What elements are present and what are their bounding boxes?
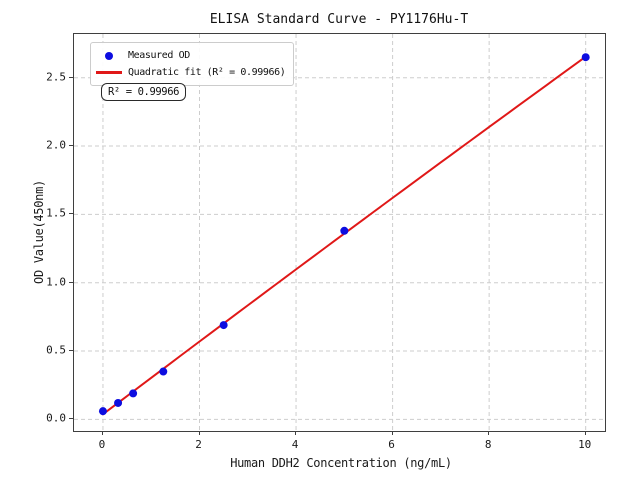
x-tick-label: 8: [484, 438, 492, 451]
x-tick-mark: [198, 431, 200, 435]
data-point: [129, 389, 138, 398]
y-tick-mark: [69, 213, 73, 215]
legend-entry-measured-od: Measured OD: [96, 47, 285, 64]
y-tick-mark: [69, 350, 73, 352]
chart-title: ELISA Standard Curve - PY1176Hu-T: [209, 12, 469, 27]
x-tick-label: 0: [98, 438, 106, 451]
y-tick-mark: [69, 76, 73, 78]
x-tick-mark: [391, 431, 393, 435]
legend-label-measured-od: Measured OD: [128, 50, 190, 61]
x-tick-mark: [488, 431, 490, 435]
legend-line-wrap: [96, 71, 122, 74]
quadratic-fit-line: [101, 55, 587, 416]
legend: Measured OD Quadratic fit (R² = 0.99966): [90, 42, 295, 86]
y-tick-label: 2.0: [46, 138, 66, 152]
x-tick-label: 10: [578, 438, 592, 451]
r-squared-annotation: R² = 0.99966: [101, 83, 187, 101]
y-tick-label: 0.5: [46, 343, 66, 357]
y-tick-mark: [69, 145, 73, 147]
data-point: [581, 53, 590, 62]
data-point: [159, 367, 168, 376]
x-tick-mark: [295, 431, 297, 435]
fit-line-icon: [96, 71, 122, 74]
data-point: [219, 321, 228, 330]
x-tick-mark: [584, 431, 586, 435]
plot-area: Measured OD Quadratic fit (R² = 0.99966)…: [73, 33, 606, 432]
y-tick-mark: [69, 418, 73, 420]
x-tick-label: 4: [291, 438, 299, 451]
x-axis-label: Human DDH2 Concentration (ng/mL): [230, 456, 452, 470]
y-tick-label: 1.0: [46, 275, 66, 289]
scatter-marker-icon: [105, 51, 113, 60]
x-tick-label: 2: [195, 438, 202, 451]
y-tick-mark: [69, 281, 73, 283]
x-tick-mark: [101, 431, 103, 435]
y-tick-label: 1.5: [46, 206, 66, 220]
plot-canvas: [74, 34, 605, 431]
legend-entry-quadratic-fit: Quadratic fit (R² = 0.99966): [96, 64, 286, 81]
legend-label-quadratic-fit: Quadratic fit (R² = 0.99966): [128, 67, 286, 78]
x-tick-label: 6: [388, 438, 395, 451]
legend-marker-wrap: [96, 51, 122, 60]
y-tick-label: 0.0: [46, 411, 66, 425]
y-tick-label: 2.5: [46, 70, 66, 84]
data-point: [114, 398, 123, 407]
data-point: [340, 226, 349, 235]
y-axis-label: OD Value(450nm): [32, 180, 46, 284]
data-point: [98, 407, 107, 416]
